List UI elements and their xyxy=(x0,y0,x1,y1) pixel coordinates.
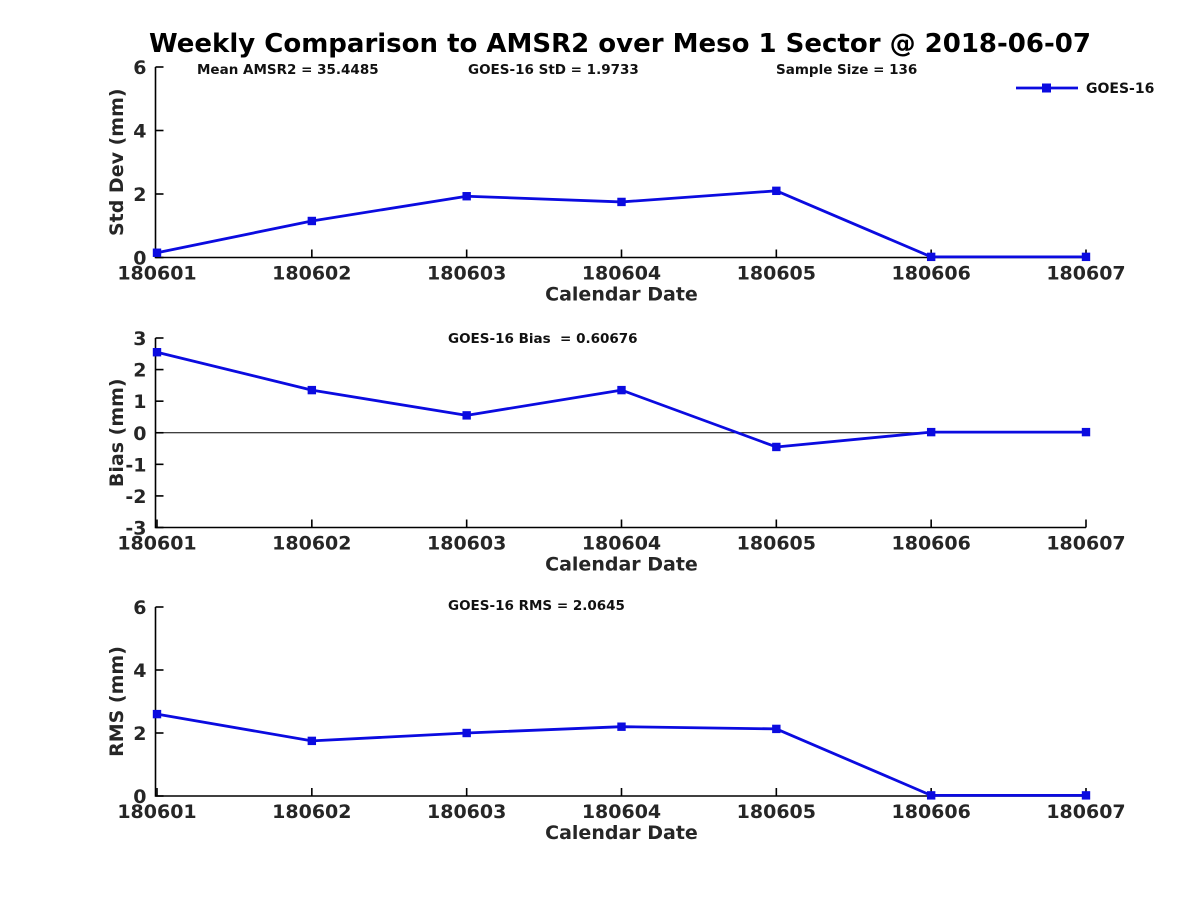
y-tick-label: 0 xyxy=(133,423,146,445)
annotation-mean-amsr2: Mean AMSR2 = 35.4485 xyxy=(197,62,379,78)
y-tick-label: 2 xyxy=(133,184,146,206)
x-tick-label: 180603 xyxy=(427,801,506,823)
data-point-marker xyxy=(926,427,936,437)
annotation-goes16-std: GOES-16 StD = 1.9733 xyxy=(468,62,639,78)
axis-frame xyxy=(154,607,1086,797)
x-tick-label: 180601 xyxy=(117,263,196,285)
y-tick-label: 3 xyxy=(133,328,146,350)
x-tick-label: 180603 xyxy=(427,533,506,555)
x-axis-title: Calendar Date xyxy=(545,822,698,844)
data-point-marker xyxy=(617,385,626,395)
x-tick-label: 180601 xyxy=(117,533,196,555)
y-tick-label: 4 xyxy=(133,121,146,143)
x-tick-label: 180607 xyxy=(1046,263,1125,285)
x-tick-label: 180605 xyxy=(737,801,816,823)
x-tick-label: 180606 xyxy=(892,801,971,823)
legend-marker xyxy=(1042,83,1051,93)
data-point-marker xyxy=(152,348,162,357)
x-tick-label: 180604 xyxy=(582,533,661,555)
x-tick-label: 180602 xyxy=(272,533,351,555)
data-point-marker xyxy=(772,442,781,452)
y-axis-title: Std Dev (mm) xyxy=(106,88,128,236)
x-tick-label: 180601 xyxy=(117,801,196,823)
subplot-rms: 0 2 4 6 180601 180602 180603 180604 180605 180606… xyxy=(106,597,1126,844)
x-tick-label: 180606 xyxy=(892,533,971,555)
y-tick-label: -3 xyxy=(125,518,146,540)
y-tick-label: 2 xyxy=(133,723,146,745)
x-axis-title: Calendar Date xyxy=(545,554,698,576)
y-tick-label: 4 xyxy=(133,660,146,682)
x-tick-label: 180605 xyxy=(737,533,816,555)
subplot-std-dev: 0 2 4 6 180601 180602 180603 180604 180605 180606… xyxy=(106,57,1126,306)
y-tick-label: 0 xyxy=(133,786,146,808)
x-tick-label: 180604 xyxy=(582,263,661,285)
y-tick-label: 1 xyxy=(133,391,146,413)
y-axis-title: RMS (mm) xyxy=(106,646,128,757)
x-axis-title: Calendar Date xyxy=(545,284,698,306)
annotation-goes16-rms: GOES-16 RMS = 2.0645 xyxy=(448,598,625,614)
chart-title: Weekly Comparison to AMSR2 over Meso 1 S… xyxy=(149,29,1091,59)
data-point-marker xyxy=(1081,252,1091,262)
data-point-marker xyxy=(152,248,162,257)
x-tick-label: 180604 xyxy=(582,801,661,823)
axis-frame xyxy=(154,67,1086,259)
y-tick-label: 6 xyxy=(133,597,146,619)
data-point-marker xyxy=(772,186,781,196)
data-point-marker xyxy=(307,736,317,746)
data-point-marker xyxy=(462,192,471,201)
data-point-marker xyxy=(307,385,317,395)
y-axis-title: Bias (mm) xyxy=(106,378,128,487)
x-tick-label: 180607 xyxy=(1046,533,1125,555)
data-point-marker xyxy=(462,411,471,420)
data-point-marker xyxy=(307,216,317,226)
x-tick-label: 180602 xyxy=(272,263,351,285)
data-point-marker xyxy=(926,791,936,800)
legend: GOES-16 xyxy=(1016,81,1154,97)
data-point-marker xyxy=(1081,791,1091,800)
data-point-marker xyxy=(462,728,471,738)
x-tick-label: 180603 xyxy=(427,263,506,285)
subplot-bias: -3 -2 -1 0 1 2 3 180601 180602 180603 180604 180605… xyxy=(106,328,1126,576)
y-tick-label: 0 xyxy=(133,248,146,270)
y-tick-label: -2 xyxy=(125,486,146,508)
data-point-marker xyxy=(772,724,781,734)
x-tick-label: 180607 xyxy=(1046,801,1125,823)
y-tick-label: -1 xyxy=(125,454,146,476)
data-point-marker xyxy=(1081,427,1091,437)
x-tick-label: 180602 xyxy=(272,801,351,823)
y-tick-label: 2 xyxy=(133,360,146,382)
data-point-marker xyxy=(617,722,626,731)
x-tick-label: 180605 xyxy=(737,263,816,285)
annotation-goes16-bias: GOES-16 Bias = 0.60676 xyxy=(448,331,638,347)
data-point-marker xyxy=(926,252,936,262)
x-tick-label: 180606 xyxy=(892,263,971,285)
annotation-sample-size: Sample Size = 136 xyxy=(776,62,917,78)
data-point-marker xyxy=(152,709,162,719)
data-point-marker xyxy=(617,197,626,207)
legend-label: GOES-16 xyxy=(1086,81,1154,97)
y-tick-label: 6 xyxy=(133,57,146,79)
